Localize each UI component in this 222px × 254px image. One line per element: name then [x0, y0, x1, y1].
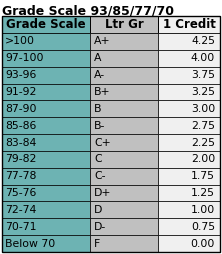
Bar: [2, 185, 90, 201]
Text: 87-90: 87-90: [5, 104, 36, 114]
Text: Ltr Gr: Ltr Gr: [105, 18, 143, 31]
Text: C+: C+: [94, 137, 111, 148]
Bar: [158, 168, 220, 185]
Bar: [90, 201, 158, 218]
Text: 0.75: 0.75: [191, 222, 215, 232]
Bar: [90, 16, 158, 33]
Text: C-: C-: [94, 171, 105, 181]
Bar: [90, 84, 158, 100]
Text: D-: D-: [94, 222, 106, 232]
Text: 3.00: 3.00: [191, 104, 215, 114]
Text: 97-100: 97-100: [5, 53, 44, 63]
Text: B+: B+: [94, 87, 111, 97]
Text: 83-84: 83-84: [5, 137, 36, 148]
Text: 2.75: 2.75: [191, 121, 215, 131]
Bar: [90, 235, 158, 252]
Text: 1 Credit: 1 Credit: [163, 18, 215, 31]
Bar: [2, 168, 90, 185]
Text: 2.00: 2.00: [191, 154, 215, 164]
Text: C: C: [94, 154, 102, 164]
Text: 85-86: 85-86: [5, 121, 36, 131]
Bar: [90, 218, 158, 235]
Text: 72-74: 72-74: [5, 205, 36, 215]
Text: 70-71: 70-71: [5, 222, 36, 232]
Text: >100: >100: [5, 36, 35, 46]
Bar: [2, 117, 90, 134]
Bar: [158, 67, 220, 84]
Bar: [2, 100, 90, 117]
Text: 0.00: 0.00: [191, 239, 215, 249]
Text: D: D: [94, 205, 102, 215]
Bar: [158, 151, 220, 168]
Bar: [2, 201, 90, 218]
Bar: [2, 67, 90, 84]
Bar: [90, 50, 158, 67]
Bar: [158, 84, 220, 100]
Bar: [158, 100, 220, 117]
Bar: [158, 33, 220, 50]
Bar: [158, 50, 220, 67]
Text: A: A: [94, 53, 101, 63]
Text: 75-76: 75-76: [5, 188, 36, 198]
Text: 77-78: 77-78: [5, 171, 36, 181]
Bar: [158, 218, 220, 235]
Bar: [2, 218, 90, 235]
Bar: [2, 33, 90, 50]
Bar: [90, 117, 158, 134]
Text: 1.00: 1.00: [191, 205, 215, 215]
Text: A+: A+: [94, 36, 111, 46]
Bar: [90, 33, 158, 50]
Bar: [90, 185, 158, 201]
Text: B-: B-: [94, 121, 105, 131]
Bar: [158, 185, 220, 201]
Text: A-: A-: [94, 70, 105, 80]
Text: D+: D+: [94, 188, 111, 198]
Bar: [90, 100, 158, 117]
Text: 4.00: 4.00: [191, 53, 215, 63]
Text: Grade Scale: Grade Scale: [6, 18, 86, 31]
Bar: [2, 50, 90, 67]
Text: B: B: [94, 104, 101, 114]
Bar: [2, 16, 90, 33]
Text: 1.75: 1.75: [191, 171, 215, 181]
Bar: [90, 151, 158, 168]
Text: Below 70: Below 70: [5, 239, 55, 249]
Bar: [90, 67, 158, 84]
Bar: [90, 134, 158, 151]
Text: 4.25: 4.25: [191, 36, 215, 46]
Text: 79-82: 79-82: [5, 154, 36, 164]
Bar: [2, 134, 90, 151]
Bar: [158, 16, 220, 33]
Text: F: F: [94, 239, 100, 249]
Text: 91-92: 91-92: [5, 87, 36, 97]
Bar: [2, 84, 90, 100]
Bar: [2, 151, 90, 168]
Text: 3.75: 3.75: [191, 70, 215, 80]
Text: 3.25: 3.25: [191, 87, 215, 97]
Bar: [158, 235, 220, 252]
Bar: [158, 201, 220, 218]
Bar: [158, 134, 220, 151]
Text: Grade Scale 93/85/77/70: Grade Scale 93/85/77/70: [2, 4, 174, 17]
Bar: [2, 235, 90, 252]
Text: 93-96: 93-96: [5, 70, 36, 80]
Text: 2.25: 2.25: [191, 137, 215, 148]
Bar: [90, 168, 158, 185]
Text: 1.25: 1.25: [191, 188, 215, 198]
Bar: [158, 117, 220, 134]
